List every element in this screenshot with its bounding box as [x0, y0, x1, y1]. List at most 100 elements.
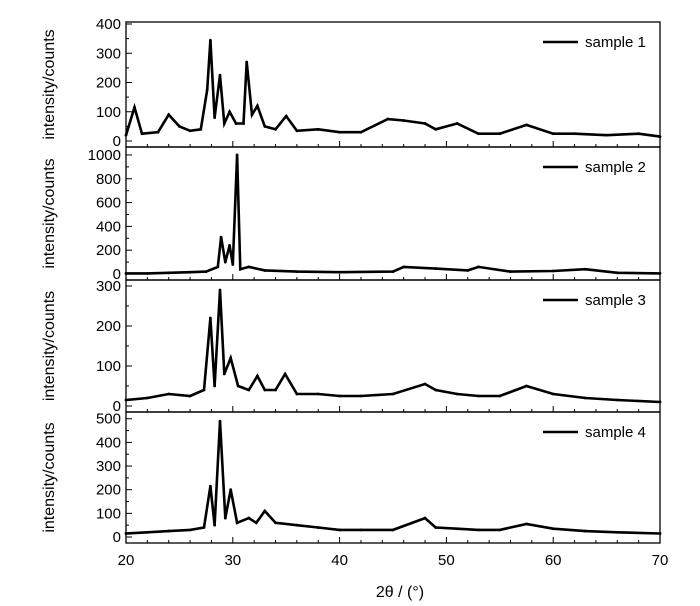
data-point	[156, 130, 160, 134]
data-point	[498, 132, 502, 136]
data-point	[204, 270, 208, 274]
y-tick-label: 600	[96, 195, 121, 212]
y-tick-label: 200	[96, 318, 121, 335]
data-point	[402, 119, 406, 122]
data-point	[295, 392, 299, 396]
data-point	[167, 113, 171, 117]
x-tick-label: 20	[118, 552, 135, 569]
data-point	[238, 267, 242, 271]
data-point	[316, 392, 320, 396]
y-tick-label: 300	[96, 458, 121, 475]
data-point	[145, 530, 149, 534]
data-point	[284, 114, 288, 118]
data-point	[228, 244, 231, 247]
y-tick-label: 300	[96, 45, 121, 62]
data-point	[205, 88, 209, 92]
data-point	[202, 526, 206, 529]
y-tick-label: 200	[96, 242, 121, 259]
panel-1: 0 100 200 300 400 intensity/counts sample 1	[41, 16, 662, 150]
data-point	[124, 398, 128, 402]
data-point	[222, 122, 226, 125]
panel-frame	[125, 21, 661, 148]
data-point	[605, 133, 608, 137]
y-axis-label: intensity/counts	[41, 422, 58, 532]
data-point	[423, 382, 427, 386]
y-axis-label: intensity/counts	[41, 29, 58, 139]
data-point	[359, 528, 363, 532]
data-point	[223, 516, 227, 520]
y-tick-label: 0	[113, 133, 121, 150]
y-tick-label: 800	[96, 171, 121, 188]
data-point	[188, 394, 192, 398]
data-point	[222, 372, 226, 376]
data-point	[658, 400, 662, 404]
data-point	[295, 523, 299, 527]
data-point	[391, 392, 395, 396]
data-point	[573, 132, 576, 136]
data-point	[434, 388, 438, 392]
data-point	[551, 527, 555, 531]
data-point	[359, 130, 363, 134]
data-point	[658, 272, 662, 275]
data-point	[218, 419, 222, 423]
data-point	[434, 127, 438, 131]
data-point	[359, 394, 363, 398]
data-point	[283, 372, 287, 376]
data-point	[247, 516, 251, 520]
y-tick-label: 400	[96, 16, 121, 33]
data-point	[338, 270, 341, 274]
data-point	[274, 521, 277, 525]
data-point	[338, 130, 341, 134]
data-point	[466, 269, 470, 272]
y-tick-label: 0	[113, 398, 121, 415]
data-point	[423, 122, 427, 125]
y-axis-label: intensity/counts	[41, 158, 58, 268]
data-point	[391, 270, 395, 274]
data-point	[525, 384, 528, 388]
x-tick-label: 70	[652, 552, 669, 569]
x-tick-label: 30	[224, 552, 241, 569]
data-point	[229, 488, 233, 492]
data-point	[338, 394, 341, 398]
data-point	[263, 388, 267, 392]
panel-3: 0 100 200 300 intensity/counts sample 3	[41, 278, 662, 415]
data-point	[167, 392, 171, 396]
data-point	[525, 123, 528, 127]
data-point	[247, 265, 251, 269]
data-point	[477, 265, 480, 269]
data-point	[167, 271, 171, 275]
y-tick-label: 0	[113, 266, 121, 283]
data-point	[263, 269, 267, 272]
data-point	[583, 529, 587, 533]
series-line-sample-1	[124, 40, 661, 138]
legend-label: sample 4	[585, 424, 646, 441]
data-point	[658, 532, 662, 535]
series-line-sample-2	[126, 154, 661, 275]
data-point	[124, 133, 128, 137]
data-point	[295, 270, 299, 274]
data-point	[229, 356, 233, 360]
data-point	[242, 122, 245, 125]
data-point	[208, 316, 212, 320]
data-point	[583, 267, 587, 271]
y-tick-label: 100	[96, 104, 121, 121]
data-point	[133, 105, 136, 109]
data-point	[551, 392, 555, 396]
data-point	[477, 394, 480, 398]
data-point	[140, 132, 144, 136]
data-point	[498, 528, 502, 532]
data-point	[231, 263, 235, 266]
data-point	[255, 374, 259, 378]
data-point	[213, 384, 217, 388]
data-point	[188, 270, 192, 274]
x-axis-label: 2θ / (°)	[376, 584, 424, 601]
data-point	[188, 129, 192, 133]
data-point	[245, 60, 249, 64]
data-point	[615, 530, 619, 534]
data-point	[391, 528, 395, 532]
y-tick-label: 400	[96, 434, 121, 451]
data-point	[228, 110, 231, 114]
data-point	[509, 270, 512, 274]
y-tick-label: 400	[96, 218, 121, 235]
